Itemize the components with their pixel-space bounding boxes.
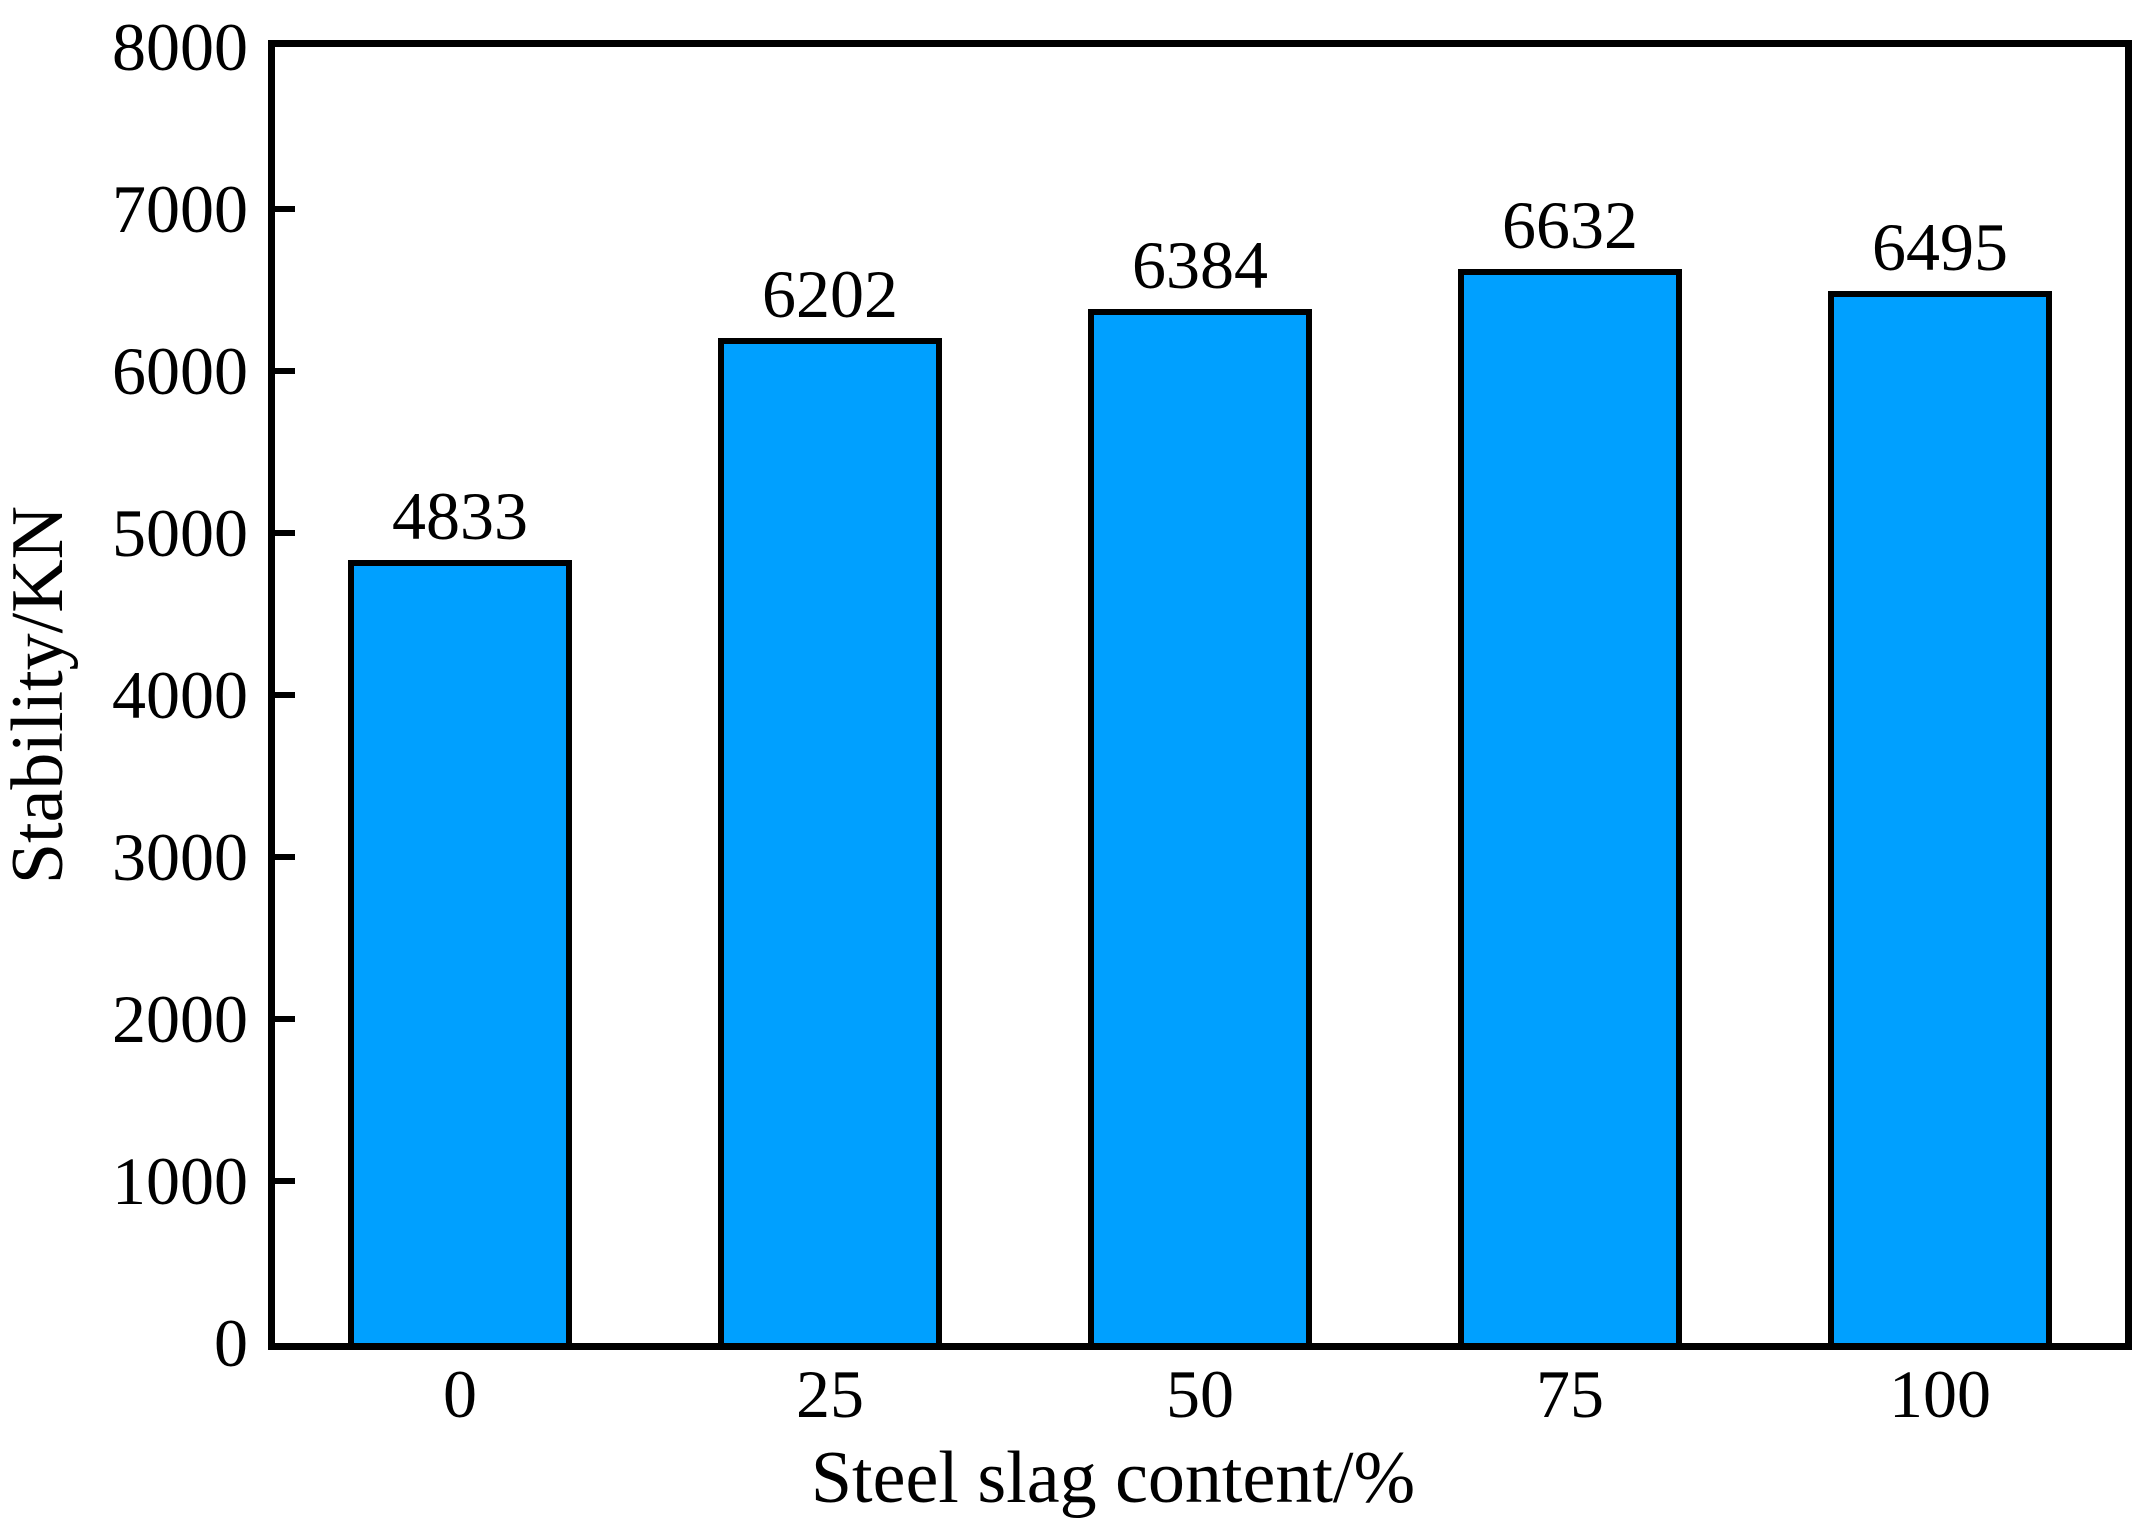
x-tick-label: 25 — [796, 1356, 864, 1432]
x-tick-label: 50 — [1166, 1356, 1234, 1432]
x-tick-label: 0 — [443, 1356, 477, 1432]
x-tick-label: 100 — [1889, 1356, 1991, 1432]
x-tick-label: 75 — [1536, 1356, 1604, 1432]
plot-area — [268, 40, 2132, 1350]
y-axis-title: Stability/KN — [0, 505, 79, 885]
x-axis-title: Steel slag content/% — [810, 1437, 1416, 1519]
